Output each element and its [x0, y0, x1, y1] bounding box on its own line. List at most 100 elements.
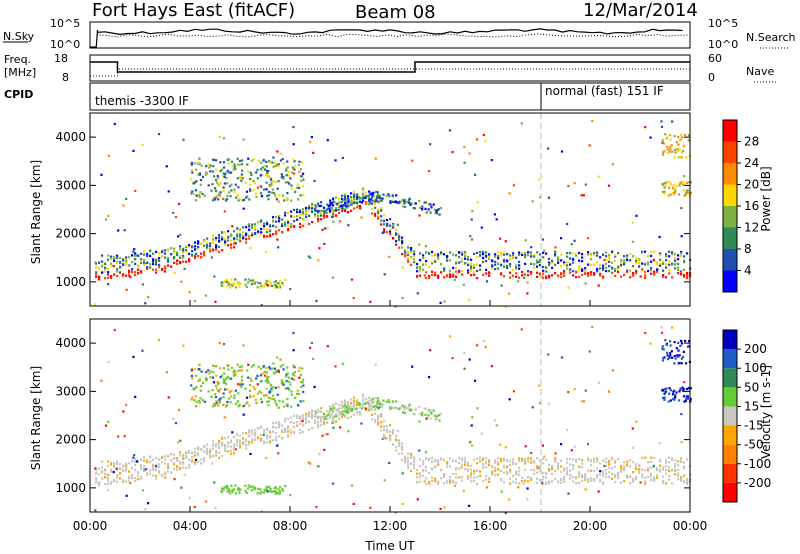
velocity-cell	[293, 374, 296, 377]
power-cell	[203, 250, 206, 254]
velocity-cell	[269, 439, 272, 442]
velocity-cell	[389, 407, 392, 410]
velocity-cell	[353, 405, 356, 408]
power-cell	[143, 261, 146, 264]
velocity-cell	[578, 472, 581, 475]
power-cell	[248, 223, 251, 226]
power-cell	[521, 253, 524, 256]
velocity-cell	[158, 472, 161, 475]
velocity-cell	[419, 472, 422, 475]
velocity-cell	[284, 417, 287, 420]
power-cell	[464, 257, 467, 260]
velocity-cell	[678, 390, 681, 393]
power-cell	[293, 220, 296, 223]
power-cell	[686, 273, 689, 276]
power-cell	[95, 275, 98, 278]
power-cell	[647, 255, 650, 258]
power-cell	[677, 149, 680, 152]
velocity-cell	[320, 410, 323, 413]
power-cell	[687, 191, 690, 194]
velocity-cell	[225, 487, 228, 490]
velocity-cell	[215, 445, 218, 448]
velocity-cell	[536, 465, 539, 468]
velocity-cell	[659, 464, 662, 467]
power-cell	[338, 198, 341, 201]
velocity-cell	[242, 443, 245, 446]
power-cell	[617, 268, 620, 271]
power-cell	[680, 254, 683, 258]
power-cell	[434, 252, 437, 256]
power-cell	[355, 201, 358, 204]
velocity-cell	[563, 467, 566, 470]
velocity-cell	[428, 471, 431, 475]
velocity-cell	[190, 369, 193, 372]
power-cell	[685, 156, 688, 159]
velocity-cell	[584, 477, 587, 480]
power-cell	[635, 259, 638, 262]
power-cell	[608, 270, 611, 273]
velocity-cell	[310, 341, 313, 345]
velocity-cell	[680, 441, 683, 444]
velocity-cell	[167, 466, 170, 469]
velocity-cell	[539, 402, 542, 405]
velocity-cell	[323, 420, 326, 423]
velocity-cell	[235, 402, 238, 405]
velocity-cell	[684, 399, 687, 402]
velocity-cell	[626, 463, 629, 466]
velocity-cell	[245, 402, 248, 405]
power-cell	[123, 229, 126, 232]
power-cell	[197, 240, 200, 243]
power-cell	[299, 213, 302, 216]
power-cell	[500, 264, 503, 267]
power-cell	[599, 272, 602, 275]
velocity-cell	[134, 458, 137, 461]
velocity-cell	[215, 450, 218, 453]
power-cell	[631, 221, 634, 224]
velocity-cell	[503, 466, 506, 469]
power-cell	[653, 270, 656, 273]
velocity-cell	[107, 420, 110, 423]
velocity-cell	[317, 423, 320, 426]
power-cell	[656, 261, 659, 264]
power-cell	[322, 206, 326, 209]
power-cell	[410, 247, 413, 250]
velocity-cell	[545, 476, 548, 479]
velocity-cell	[180, 486, 183, 489]
velocity-cell	[297, 392, 301, 395]
velocity-cell	[262, 433, 265, 436]
power-cell	[512, 274, 515, 277]
power-cell	[287, 224, 290, 227]
velocity-cell	[215, 374, 218, 377]
velocity-cell	[424, 451, 428, 454]
power-cell	[614, 267, 617, 271]
velocity-cell	[533, 461, 536, 464]
power-cell	[485, 251, 488, 254]
power-cell	[266, 235, 269, 238]
velocity-cell	[242, 437, 245, 440]
power-cell	[214, 190, 218, 193]
power-cell	[471, 210, 474, 213]
power-cell	[578, 259, 581, 262]
power-cell	[435, 209, 438, 212]
power-cell	[620, 264, 623, 267]
velocity-cell	[515, 472, 518, 475]
power-cell	[270, 191, 273, 194]
power-cell	[230, 183, 233, 186]
velocity-cell	[403, 406, 406, 409]
power-cell	[152, 261, 155, 264]
power-cell	[631, 240, 634, 243]
power-cell	[285, 169, 288, 172]
velocity-cell	[320, 418, 323, 421]
power-cell	[497, 267, 500, 270]
velocity-cell	[242, 413, 245, 416]
velocity-cell	[322, 412, 326, 415]
velocity-cell	[380, 413, 383, 416]
power-cell	[233, 190, 236, 194]
velocity-cell	[407, 457, 410, 460]
power-cell	[681, 180, 684, 183]
velocity-cell	[414, 408, 417, 411]
velocity-cell	[683, 467, 686, 470]
velocity-cell	[234, 448, 237, 451]
velocity-cell	[244, 489, 247, 493]
velocity-cell	[339, 410, 342, 413]
